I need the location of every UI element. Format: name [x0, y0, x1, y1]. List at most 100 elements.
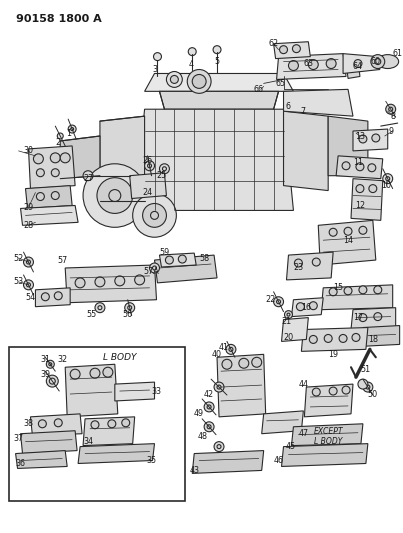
Circle shape: [95, 277, 105, 287]
Circle shape: [165, 256, 173, 264]
Text: 50: 50: [368, 390, 378, 399]
Circle shape: [352, 334, 360, 342]
Circle shape: [289, 61, 298, 70]
Text: 45: 45: [285, 442, 295, 451]
Text: 56: 56: [123, 310, 133, 319]
Text: 21: 21: [281, 317, 291, 326]
Circle shape: [312, 388, 320, 396]
Circle shape: [57, 133, 63, 139]
Circle shape: [166, 71, 182, 87]
Circle shape: [358, 379, 368, 389]
Circle shape: [252, 357, 262, 367]
Circle shape: [308, 60, 318, 69]
Text: 6: 6: [286, 102, 291, 111]
Polygon shape: [304, 384, 353, 417]
Circle shape: [143, 204, 166, 227]
Polygon shape: [276, 54, 346, 79]
Text: 51: 51: [361, 365, 371, 374]
Circle shape: [135, 275, 145, 285]
Circle shape: [374, 286, 382, 294]
Text: 19: 19: [328, 350, 338, 359]
Polygon shape: [135, 109, 293, 211]
Text: 31: 31: [40, 355, 50, 364]
Polygon shape: [192, 450, 264, 473]
Circle shape: [36, 192, 44, 200]
Circle shape: [280, 46, 287, 54]
Circle shape: [33, 154, 44, 164]
Circle shape: [213, 46, 221, 54]
Polygon shape: [291, 298, 323, 317]
Circle shape: [23, 280, 33, 290]
Circle shape: [90, 368, 100, 378]
Polygon shape: [353, 129, 388, 151]
Circle shape: [312, 258, 320, 266]
Circle shape: [214, 382, 224, 392]
Circle shape: [42, 293, 49, 301]
Polygon shape: [130, 173, 166, 198]
Circle shape: [95, 303, 105, 313]
Circle shape: [108, 420, 116, 428]
Circle shape: [310, 335, 317, 343]
Polygon shape: [65, 364, 118, 417]
Polygon shape: [115, 382, 154, 401]
Polygon shape: [160, 253, 196, 267]
Polygon shape: [154, 255, 217, 283]
Circle shape: [326, 59, 336, 69]
Text: 13: 13: [355, 132, 365, 141]
Circle shape: [122, 419, 130, 427]
Polygon shape: [301, 328, 368, 351]
Polygon shape: [31, 414, 82, 435]
Circle shape: [297, 303, 304, 311]
Circle shape: [54, 419, 62, 427]
Text: 61: 61: [393, 49, 403, 58]
Text: 23: 23: [293, 263, 303, 272]
Text: 43: 43: [189, 466, 199, 475]
Circle shape: [214, 442, 224, 451]
Polygon shape: [351, 308, 396, 329]
Circle shape: [188, 47, 196, 55]
Text: 30: 30: [23, 147, 33, 156]
Text: 63: 63: [303, 59, 313, 68]
Circle shape: [115, 276, 125, 286]
Text: 25: 25: [156, 171, 166, 180]
Text: 4: 4: [189, 60, 194, 69]
Circle shape: [133, 193, 177, 237]
Circle shape: [150, 263, 160, 273]
Text: 39: 39: [40, 370, 50, 378]
Text: 60: 60: [371, 57, 381, 66]
Circle shape: [50, 153, 60, 163]
Polygon shape: [60, 136, 100, 179]
Circle shape: [91, 421, 99, 429]
Circle shape: [60, 153, 70, 163]
Text: 11: 11: [353, 158, 363, 167]
Polygon shape: [287, 252, 333, 280]
Polygon shape: [282, 443, 368, 466]
Polygon shape: [25, 185, 72, 208]
Polygon shape: [328, 116, 368, 176]
Circle shape: [383, 174, 393, 184]
Circle shape: [187, 69, 211, 93]
Circle shape: [372, 134, 380, 142]
Polygon shape: [21, 431, 77, 454]
Polygon shape: [346, 60, 360, 78]
Bar: [8, 348, 185, 501]
Circle shape: [97, 177, 133, 213]
Text: 64: 64: [353, 62, 363, 71]
Circle shape: [359, 313, 367, 321]
Polygon shape: [83, 417, 135, 446]
Circle shape: [342, 386, 350, 394]
Polygon shape: [145, 74, 293, 91]
Circle shape: [125, 303, 135, 313]
Circle shape: [329, 288, 337, 296]
Circle shape: [239, 358, 249, 368]
Text: 35: 35: [146, 456, 157, 465]
Circle shape: [386, 104, 396, 114]
Text: 20: 20: [283, 333, 293, 342]
Circle shape: [179, 255, 186, 263]
Text: 41: 41: [219, 343, 229, 352]
Polygon shape: [351, 179, 383, 220]
Circle shape: [359, 135, 367, 143]
Circle shape: [145, 161, 154, 171]
Ellipse shape: [377, 54, 399, 69]
Circle shape: [285, 311, 293, 319]
